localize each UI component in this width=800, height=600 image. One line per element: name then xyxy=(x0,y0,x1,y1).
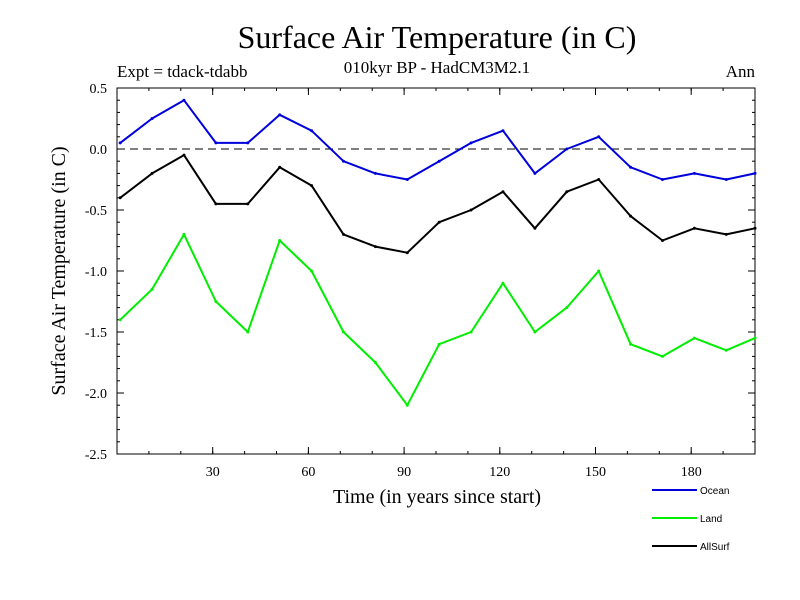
y-tick-label: 0.5 xyxy=(90,82,108,97)
series-line-land xyxy=(119,233,756,407)
data-point-land xyxy=(692,336,696,340)
y-tick-label: -2.0 xyxy=(85,387,107,402)
data-point-allsurf xyxy=(501,190,505,194)
data-point-ocean xyxy=(341,159,345,163)
experiment-label: Expt = tdack-tdabb xyxy=(117,62,247,81)
legend: Ocean Land AllSurf xyxy=(652,486,730,553)
x-tick-label: 90 xyxy=(397,465,411,480)
data-point-land xyxy=(437,342,441,346)
data-point-allsurf xyxy=(437,220,441,224)
data-point-allsurf xyxy=(310,184,314,188)
data-point-ocean xyxy=(753,171,757,175)
data-point-allsurf xyxy=(753,226,757,230)
data-point-allsurf xyxy=(341,232,345,236)
data-point-allsurf xyxy=(597,178,601,181)
y-tick-label: -0.5 xyxy=(85,204,107,219)
data-point-ocean xyxy=(724,178,728,181)
data-point-ocean xyxy=(278,113,282,117)
data-point-ocean xyxy=(533,171,537,175)
data-point-allsurf xyxy=(278,165,282,169)
legend-label-land: Land xyxy=(700,514,722,525)
data-point-land xyxy=(373,361,377,364)
data-point-ocean xyxy=(501,129,505,133)
data-point-ocean xyxy=(469,141,473,145)
data-point-ocean xyxy=(692,171,696,175)
data-point-land xyxy=(246,330,250,334)
x-tick-label: 60 xyxy=(301,465,315,480)
data-point-land xyxy=(182,232,186,236)
data-point-allsurf xyxy=(724,232,728,236)
data-point-ocean xyxy=(310,129,314,133)
data-point-allsurf xyxy=(565,190,569,194)
data-point-allsurf xyxy=(405,251,409,255)
x-axis: 30 60 90 120 150 180 xyxy=(148,88,724,480)
data-point-ocean xyxy=(182,98,186,102)
data-point-ocean xyxy=(150,117,154,120)
x-tick-label: 180 xyxy=(681,465,702,480)
data-point-allsurf xyxy=(182,153,186,157)
data-point-land xyxy=(565,306,569,310)
data-point-land xyxy=(597,269,601,273)
data-point-ocean xyxy=(373,171,377,175)
legend-label-ocean: Ocean xyxy=(700,486,729,497)
y-tick-label: 0.0 xyxy=(90,143,108,158)
data-point-land xyxy=(660,354,664,358)
data-point-land xyxy=(533,330,537,334)
data-point-allsurf xyxy=(214,202,218,206)
y-tick-label: -1.5 xyxy=(85,326,107,341)
y-axis-title: Surface Air Temperature (in C) xyxy=(48,146,70,395)
y-tick-label: -2.5 xyxy=(85,448,107,463)
data-point-allsurf xyxy=(692,226,696,230)
data-point-land xyxy=(150,287,154,291)
data-point-land xyxy=(118,318,122,322)
data-point-allsurf xyxy=(246,202,250,206)
data-point-allsurf xyxy=(660,239,664,242)
data-point-allsurf xyxy=(118,196,122,200)
data-point-ocean xyxy=(405,178,409,181)
series-layer xyxy=(118,98,757,407)
data-point-ocean xyxy=(437,159,441,163)
data-point-land xyxy=(629,342,633,346)
data-point-land xyxy=(724,348,728,352)
data-point-ocean xyxy=(118,141,122,145)
data-point-land xyxy=(278,239,282,242)
series-line-ocean xyxy=(119,99,756,181)
x-tick-label: 150 xyxy=(585,465,606,480)
data-point-ocean xyxy=(246,141,250,145)
data-point-allsurf xyxy=(373,245,377,249)
data-point-ocean xyxy=(629,165,633,169)
data-point-allsurf xyxy=(629,214,633,218)
data-point-ocean xyxy=(565,147,569,151)
data-point-allsurf xyxy=(533,226,537,230)
data-point-ocean xyxy=(597,135,601,139)
chart-title: Surface Air Temperature (in C) xyxy=(238,19,637,55)
legend-label-allsurf: AllSurf xyxy=(700,542,730,553)
data-point-ocean xyxy=(660,178,664,181)
y-axis: 0.5 0.0 -0.5 -1.0 -1.5 -2.0 -2.5 xyxy=(85,82,755,463)
data-point-land xyxy=(405,403,409,407)
data-point-land xyxy=(753,336,757,340)
data-point-ocean xyxy=(214,141,218,145)
data-point-land xyxy=(501,281,505,285)
data-point-allsurf xyxy=(150,171,154,175)
plot-frame xyxy=(116,87,756,455)
x-tick-label: 30 xyxy=(206,465,220,480)
x-tick-label: 120 xyxy=(489,465,510,480)
data-point-allsurf xyxy=(469,208,473,212)
x-axis-title: Time (in years since start) xyxy=(333,486,541,508)
data-point-land xyxy=(214,300,218,303)
data-point-land xyxy=(469,330,473,334)
data-point-land xyxy=(341,330,345,334)
data-point-land xyxy=(310,269,314,273)
chart-subtitle: 010kyr BP - HadCM3M2.1 xyxy=(344,58,530,77)
season-label: Ann xyxy=(726,62,756,81)
y-tick-label: -1.0 xyxy=(85,265,107,280)
